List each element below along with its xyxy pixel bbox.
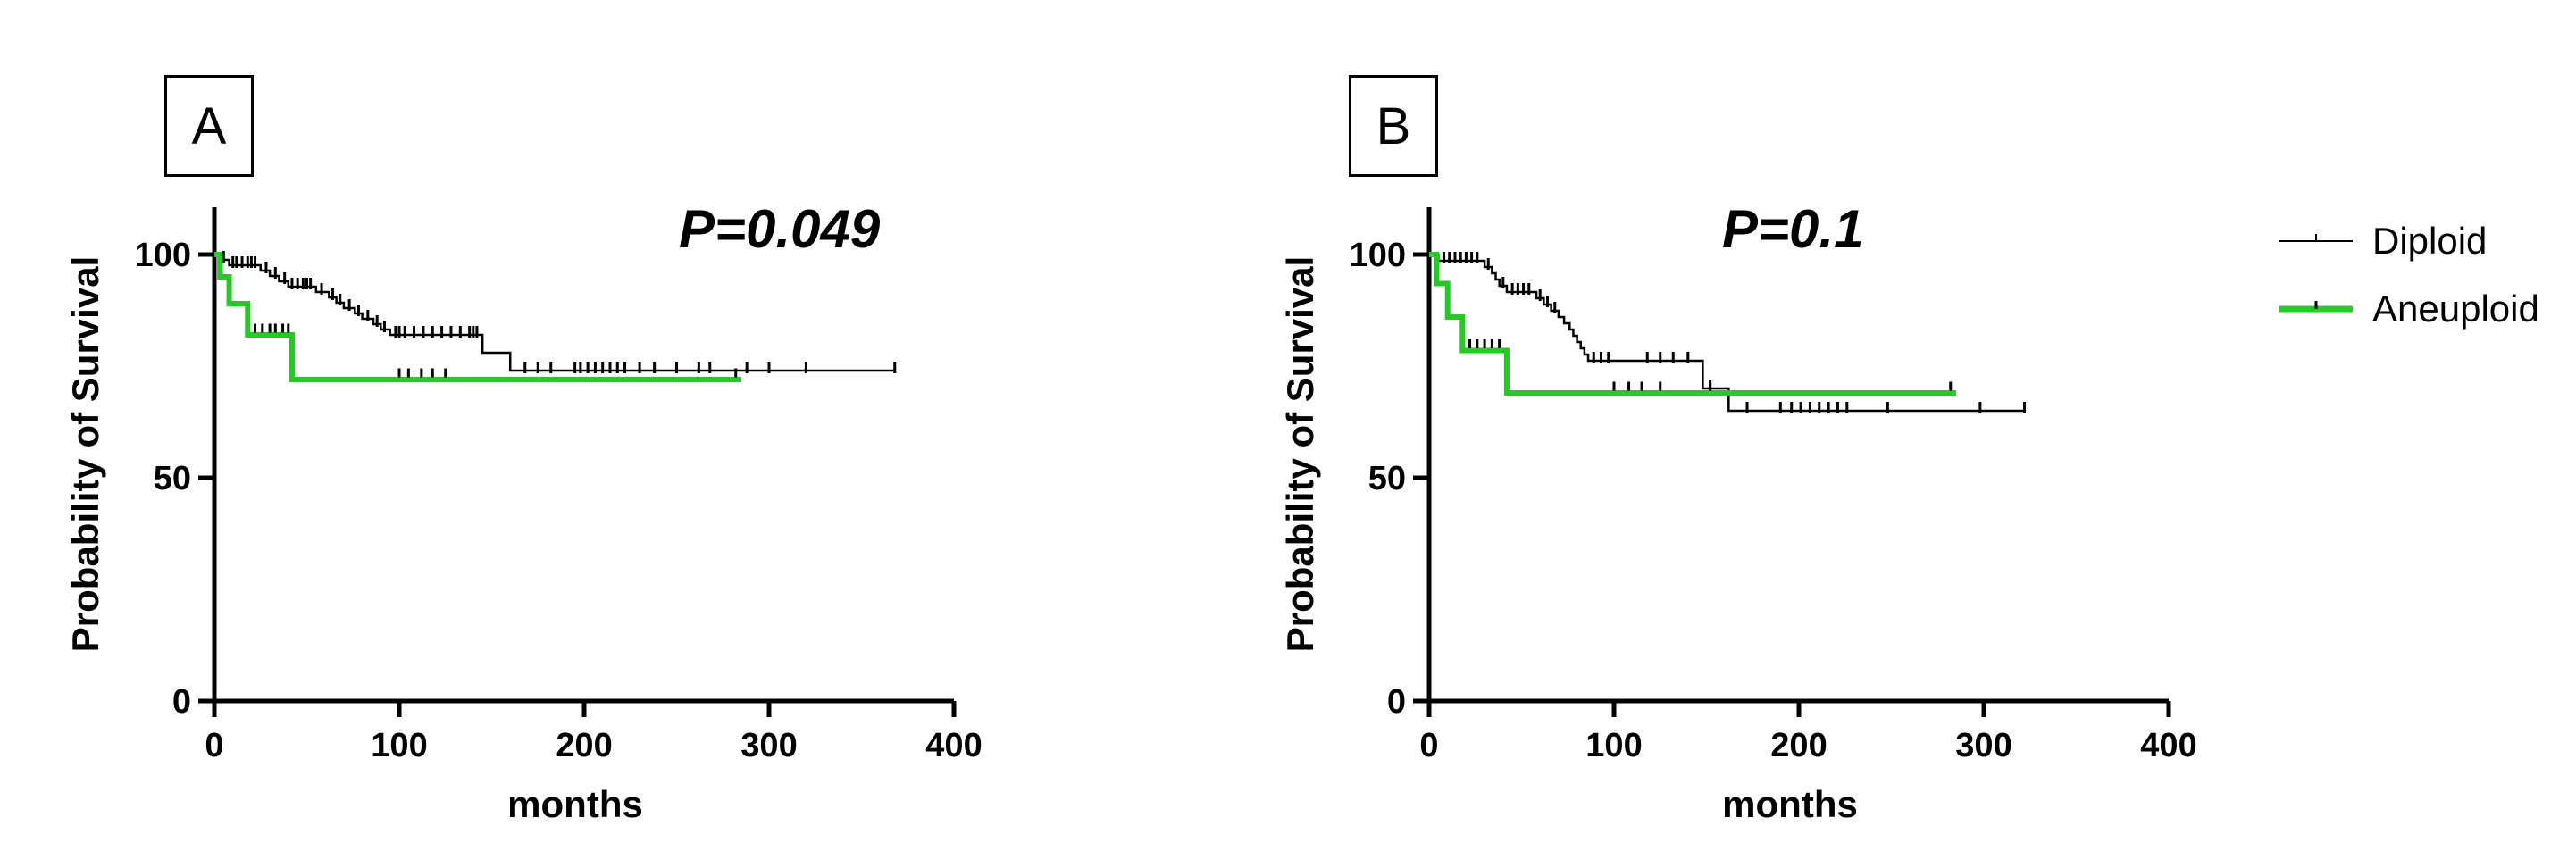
y-tick-label-a: 50 bbox=[154, 460, 191, 497]
legend: Diploid Aneuploid bbox=[2276, 207, 2539, 343]
x-tick-label-a: 400 bbox=[925, 727, 982, 764]
panel-label-a-text: A bbox=[191, 96, 227, 155]
x-axis-label-a: months bbox=[507, 783, 643, 825]
x-tick-label-b: 300 bbox=[1955, 727, 2011, 764]
panel-label-b-text: B bbox=[1376, 96, 1411, 155]
y-tick-label-b: 100 bbox=[1350, 237, 1406, 274]
x-tick-label-a: 200 bbox=[556, 727, 612, 764]
legend-item-aneuploid: Aneuploid bbox=[2276, 275, 2539, 343]
chart-panel-b: 0 100 200 300 400 0 50 100 months Probability of … bbox=[1279, 207, 2197, 825]
x-tick-label-b: 100 bbox=[1585, 727, 1642, 764]
pvalue-b: P=0.1 bbox=[1722, 199, 1864, 259]
y-axis-label-a: Probability of Survival bbox=[64, 256, 106, 652]
legend-label-diploid: Diploid bbox=[2372, 220, 2488, 262]
survival-curve-diploid-b bbox=[1429, 253, 2025, 413]
y-tick-label-b: 0 bbox=[1387, 683, 1406, 721]
y-tick-label-b: 50 bbox=[1368, 460, 1406, 497]
legend-label-aneuploid: Aneuploid bbox=[2372, 288, 2539, 330]
pvalue-a: P=0.049 bbox=[679, 199, 881, 259]
x-tick-label-a: 300 bbox=[740, 727, 797, 764]
x-axis-label-b: months bbox=[1722, 783, 1858, 825]
legend-swatch-diploid bbox=[2279, 234, 2353, 242]
x-tick-label-a: 0 bbox=[205, 727, 223, 764]
panel-label-a: A bbox=[164, 75, 254, 177]
panel-label-b: B bbox=[1349, 75, 1438, 177]
survival-curve-diploid-a bbox=[214, 253, 895, 372]
chart-panel-a: 0 100 200 300 400 0 50 100 months Probability of … bbox=[64, 207, 983, 825]
survival-curve-aneuploid-b bbox=[1429, 252, 1956, 396]
x-tick-label-b: 0 bbox=[1419, 727, 1438, 764]
y-tick-label-a: 0 bbox=[172, 683, 191, 721]
x-tick-label-b: 200 bbox=[1770, 727, 1827, 764]
x-tick-label-b: 400 bbox=[2140, 727, 2196, 764]
legend-item-diploid: Diploid bbox=[2276, 207, 2539, 275]
y-axis-label-b: Probability of Survival bbox=[1279, 256, 1321, 652]
y-tick-label-a: 100 bbox=[135, 237, 191, 274]
x-tick-label-a: 100 bbox=[371, 727, 427, 764]
survival-curve-aneuploid-a bbox=[214, 252, 741, 382]
legend-swatch-aneuploid bbox=[2279, 301, 2353, 313]
